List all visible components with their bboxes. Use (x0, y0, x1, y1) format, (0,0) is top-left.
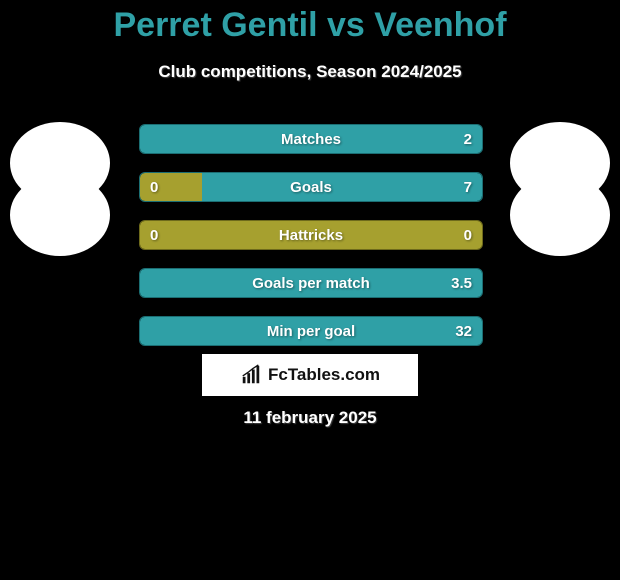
stat-bar-goals-per-match: Goals per match 3.5 (139, 268, 483, 298)
date-stamp: 11 february 2025 (0, 408, 620, 428)
stat-right-value: 0 (464, 221, 472, 249)
stat-label: Goals per match (140, 269, 482, 297)
stat-bar-hattricks: 0 Hattricks 0 (139, 220, 483, 250)
stat-label: Hattricks (140, 221, 482, 249)
brand-text: FcTables.com (268, 365, 380, 385)
stat-right-value: 7 (464, 173, 472, 201)
comparison-infographic: Perret Gentil vs Veenhof Club competitio… (0, 0, 620, 580)
stat-label: Min per goal (140, 317, 482, 345)
player-left-avatar-shadow (10, 174, 110, 256)
page-title: Perret Gentil vs Veenhof (0, 6, 620, 45)
stat-label: Goals (140, 173, 482, 201)
stat-bars: Matches 2 0 Goals 7 0 Hattricks 0 Goals … (139, 124, 481, 364)
page-subtitle: Club competitions, Season 2024/2025 (0, 62, 620, 82)
stat-bar-goals: 0 Goals 7 (139, 172, 483, 202)
stat-right-value: 32 (455, 317, 472, 345)
stat-bar-matches: Matches 2 (139, 124, 483, 154)
player-right-avatar-shadow (510, 174, 610, 256)
stat-right-value: 2 (464, 125, 472, 153)
stat-label: Matches (140, 125, 482, 153)
stat-right-value: 3.5 (451, 269, 472, 297)
brand-badge[interactable]: FcTables.com (202, 354, 418, 396)
chart-icon (240, 364, 262, 386)
stat-bar-min-per-goal: Min per goal 32 (139, 316, 483, 346)
